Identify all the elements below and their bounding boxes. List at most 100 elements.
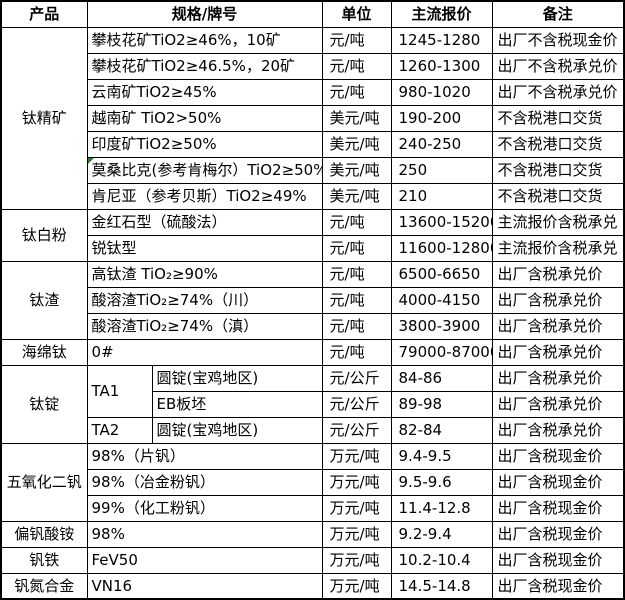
spec-cell: 圆锭(宝鸡地区) <box>151 364 323 392</box>
table-row: 钛锭 TA1 圆锭(宝鸡地区) 元/公斤 84-86 出厂含税承兑价 <box>0 364 625 444</box>
spec-cell: 攀枝花矿TiO2≥46%，10矿 <box>86 26 323 54</box>
grade-cell: TA1 <box>86 364 153 418</box>
price-cell: 82-84 <box>390 416 493 444</box>
spec-cell: 金红石型（硫酸法） <box>86 208 323 236</box>
note-cell: 出厂含税现金价 <box>491 520 625 548</box>
spec-cell: FeV50 <box>86 546 323 574</box>
spec-cell: 99%（化工粉钒） <box>86 494 323 522</box>
price-cell: 11.4-12.8 <box>390 494 493 522</box>
spec-text: 莫桑比克(参考肯梅尔）TiO2≥50% <box>91 160 323 179</box>
price-cell: 14.5-14.8 <box>390 572 493 600</box>
unit-cell: 元/吨 <box>321 286 392 314</box>
product-cell: 钒铁 <box>0 546 88 574</box>
spec-cell: 莫桑比克(参考肯梅尔）TiO2≥50% <box>86 156 323 184</box>
unit-cell: 美元/吨 <box>321 156 392 184</box>
table-row: 五氧化二钒 98%（片钒） 万元/吨 9.4-9.5 出厂含税现金价 <box>0 442 625 522</box>
table-row: 攀枝花矿TiO2≥46.5%，20矿 元/吨 1260-1300 出厂不含税承兑… <box>1 52 625 80</box>
unit-cell: 元/吨 <box>321 26 392 54</box>
table-row: 钛渣 高钛渣 TiO₂≥90% 元/吨 6500-6650 出厂含税承兑价 <box>0 260 625 340</box>
unit-cell: 万元/吨 <box>321 520 392 548</box>
unit-cell: 元/公斤 <box>321 416 392 444</box>
note-cell: 出厂含税承兑价 <box>491 338 625 366</box>
table-row: 印度矿TiO2≥50% 美元/吨 240-250 不含税港口交货 <box>1 130 625 158</box>
unit-cell: 元/吨 <box>321 260 392 288</box>
product-cell: 钛锭 <box>0 364 88 444</box>
spec-cell: VN16 <box>86 572 323 600</box>
note-cell: 出厂含税现金价 <box>491 494 625 522</box>
price-cell: 84-86 <box>390 364 493 392</box>
unit-cell: 元/吨 <box>321 234 392 262</box>
table-row: 莫桑比克(参考肯梅尔）TiO2≥50% 美元/吨 250 不含税港口交货 <box>1 156 625 184</box>
table-row: 钒氮合金 VN16 万元/吨 14.5-14.8 出厂含税现金价 <box>0 572 625 600</box>
table-row: 锐钛型 元/吨 11600-12800 主流报价含税承兑 <box>1 234 625 262</box>
product-cell: 钛精矿 <box>0 26 88 210</box>
unit-cell: 元/公斤 <box>321 390 392 418</box>
price-cell: 10.2-10.4 <box>390 546 493 574</box>
table-row: EB板坯 元/公斤 89-98 出厂含税承兑价 <box>1 390 625 418</box>
spec-cell: 98%（片钒） <box>86 442 323 470</box>
unit-cell: 元/吨 <box>321 78 392 106</box>
table-row: TA2 圆锭(宝鸡地区) 元/公斤 82-84 出厂含税承兑价 <box>1 416 625 444</box>
price-cell: 79000-87000 <box>390 338 493 366</box>
unit-cell: 美元/吨 <box>321 104 392 132</box>
spec-cell: 攀枝花矿TiO2≥46.5%，20矿 <box>86 52 323 80</box>
table-row: 肯尼亚（参考贝斯）TiO2≥49% 美元/吨 210 不含税港口交货 <box>1 182 625 210</box>
unit-cell: 美元/吨 <box>321 182 392 210</box>
note-cell: 不含税港口交货 <box>491 156 625 184</box>
spec-cell: 98% <box>86 520 323 548</box>
table-row: 99%（化工粉钒） 万元/吨 11.4-12.8 出厂含税现金价 <box>1 494 625 522</box>
note-cell: 出厂含税现金价 <box>491 468 625 496</box>
grade-cell: TA2 <box>86 416 153 444</box>
note-cell: 出厂不含税承兑价 <box>491 78 625 106</box>
col-header-note: 备注 <box>491 0 625 28</box>
unit-cell: 元/吨 <box>321 208 392 236</box>
spec-cell: 印度矿TiO2≥50% <box>86 130 323 158</box>
note-cell: 出厂不含税现金价 <box>491 26 625 54</box>
green-corner-flag-icon <box>88 158 94 164</box>
note-cell: 不含税港口交货 <box>491 104 625 132</box>
table-row: 钛白粉 金红石型（硫酸法） 元/吨 13600-15200 主流报价含税承兑 <box>0 208 625 262</box>
table-row: 酸溶渣TiO₂≥74%（滇） 元/吨 3800-3900 出厂含税承兑价 <box>1 312 625 340</box>
price-cell: 3800-3900 <box>390 312 493 340</box>
price-cell: 240-250 <box>390 130 493 158</box>
price-cell: 1245-1280 <box>390 26 493 54</box>
unit-cell: 元/公斤 <box>321 364 392 392</box>
note-cell: 出厂含税现金价 <box>491 546 625 574</box>
spec-cell: 越南矿 TiO2>50% <box>86 104 323 132</box>
unit-cell: 万元/吨 <box>321 546 392 574</box>
spec-cell: 锐钛型 <box>86 234 323 262</box>
note-cell: 出厂含税承兑价 <box>491 364 625 392</box>
spec-cell: 高钛渣 TiO₂≥90% <box>86 260 323 288</box>
table-row: 钛精矿 攀枝花矿TiO2≥46%，10矿 元/吨 1245-1280 出厂不含税… <box>0 26 625 210</box>
spec-cell: EB板坯 <box>151 390 323 418</box>
price-cell: 9.5-9.6 <box>390 468 493 496</box>
unit-cell: 美元/吨 <box>321 130 392 158</box>
header-row: 产品 规格/牌号 单位 主流报价 备注 <box>0 0 625 28</box>
unit-cell: 元/吨 <box>321 52 392 80</box>
col-header-product: 产品 <box>0 0 88 28</box>
col-header-price: 主流报价 <box>390 0 493 28</box>
note-cell: 主流报价含税承兑 <box>491 234 625 262</box>
price-cell: 9.2-9.4 <box>390 520 493 548</box>
unit-cell: 元/吨 <box>321 338 392 366</box>
price-cell: 6500-6650 <box>390 260 493 288</box>
price-cell: 190-200 <box>390 104 493 132</box>
price-cell: 1260-1300 <box>390 52 493 80</box>
col-header-spec: 规格/牌号 <box>86 0 323 28</box>
unit-cell: 万元/吨 <box>321 442 392 470</box>
product-cell: 钒氮合金 <box>0 572 88 600</box>
table-row: 酸溶渣TiO₂≥74%（川） 元/吨 4000-4150 出厂含税承兑价 <box>1 286 625 314</box>
table-row: 越南矿 TiO2>50% 美元/吨 190-200 不含税港口交货 <box>1 104 625 132</box>
product-cell: 钛渣 <box>0 260 88 340</box>
product-cell: 钛白粉 <box>0 208 88 262</box>
note-cell: 主流报价含税承兑 <box>491 208 625 236</box>
note-cell: 出厂含税承兑价 <box>491 286 625 314</box>
spec-cell: 圆锭(宝鸡地区) <box>151 416 323 444</box>
price-cell: 4000-4150 <box>390 286 493 314</box>
note-cell: 出厂含税承兑价 <box>491 390 625 418</box>
price-cell: 9.4-9.5 <box>390 442 493 470</box>
unit-cell: 万元/吨 <box>321 468 392 496</box>
note-cell: 出厂含税承兑价 <box>491 260 625 288</box>
product-cell: 偏钒酸铵 <box>0 520 88 548</box>
